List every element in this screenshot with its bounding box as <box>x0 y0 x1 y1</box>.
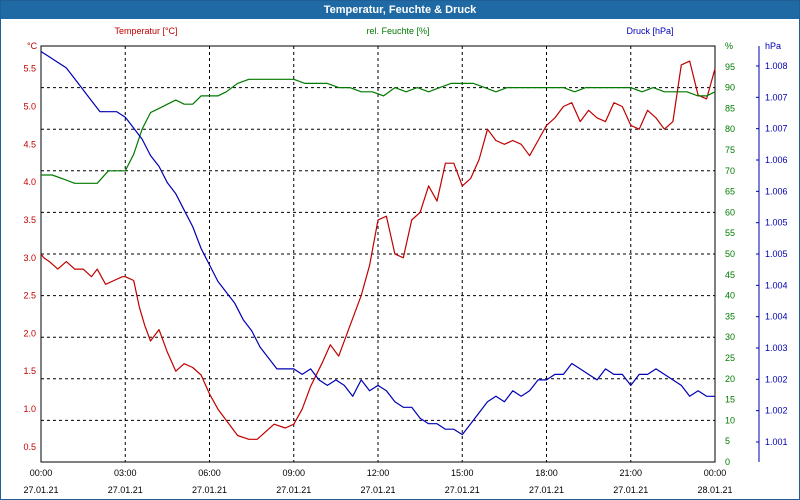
x-tick-label-date: 27.01.21 <box>276 485 311 495</box>
x-tick-label-time: 12:00 <box>367 468 390 478</box>
humidity-tick-label: 80 <box>725 124 735 134</box>
humidity-series-line <box>41 78 716 184</box>
humidity-tick-label: 30 <box>725 332 735 342</box>
humidity-tick-label: 50 <box>725 249 735 259</box>
temperature-tick-label: 4.5 <box>23 139 36 149</box>
temperature-tick-label: 4.0 <box>23 177 36 187</box>
x-tick-label-date: 27.01.21 <box>445 485 480 495</box>
humidity-tick-label: 70 <box>725 166 735 176</box>
humidity-tick-label: 10 <box>725 415 735 425</box>
temperature-tick-label: 1.5 <box>23 366 36 376</box>
temperature-tick-label: 5.0 <box>23 102 36 112</box>
pressure-tick-label: 1.001 <box>765 437 788 447</box>
x-tick-label-time: 00:00 <box>704 468 727 478</box>
temperature-tick-label: 3.5 <box>23 215 36 225</box>
humidity-tick-label: 60 <box>725 207 735 217</box>
x-tick-label-time: 00:00 <box>30 468 53 478</box>
pressure-tick-label: 1.006 <box>765 186 788 196</box>
humidity-tick-label: 75 <box>725 145 735 155</box>
x-tick-label-time: 09:00 <box>282 468 305 478</box>
pressure-tick-label: 1.002 <box>765 406 788 416</box>
humidity-tick-label: 55 <box>725 228 735 238</box>
humidity-tick-label: 5 <box>725 436 730 446</box>
pressure-tick-label: 1.004 <box>765 280 788 290</box>
x-tick-label-date: 27.01.21 <box>360 485 395 495</box>
humidity-tick-label: 40 <box>725 291 735 301</box>
humidity-series-label: rel. Feuchte [%] <box>366 26 429 36</box>
temperature-tick-label: 5.5 <box>23 64 36 74</box>
pressure-unit-label: hPa <box>765 41 781 51</box>
humidity-tick-label: 65 <box>725 187 735 197</box>
pressure-tick-label: 1.005 <box>765 218 788 228</box>
x-tick-label-time: 15:00 <box>451 468 474 478</box>
humidity-tick-label: 20 <box>725 374 735 384</box>
pressure-tick-label: 1.007 <box>765 92 788 102</box>
pressure-tick-label: 1.003 <box>765 343 788 353</box>
pressure-tick-label: 1.007 <box>765 124 788 134</box>
x-tick-label-date: 28.01.21 <box>697 485 732 495</box>
humidity-tick-label: 95 <box>725 62 735 72</box>
x-tick-label-date: 27.01.21 <box>23 485 58 495</box>
humidity-tick-label: 85 <box>725 103 735 113</box>
humidity-tick-label: 15 <box>725 395 735 405</box>
x-tick-label-date: 27.01.21 <box>613 485 648 495</box>
chart-title: Temperatur, Feuchte & Druck <box>1 1 799 19</box>
chart-svg: 00:00 27.01.21 03:00 27.01.21 06:00 27.01.21 0… <box>23 26 788 495</box>
pressure-series-line <box>40 50 715 436</box>
x-tick-label-date: 27.01.21 <box>529 485 564 495</box>
temperature-tick-label: 2.5 <box>23 291 36 301</box>
pressure-tick-label: 1.002 <box>765 374 788 384</box>
temperature-unit-label: °C <box>27 41 38 51</box>
humidity-tick-label: 45 <box>725 270 735 280</box>
x-tick-label-date: 27.01.21 <box>108 485 143 495</box>
temperature-tick-label: 3.0 <box>23 253 36 263</box>
humidity-tick-label: 90 <box>725 83 735 93</box>
temperature-tick-label: 0.5 <box>23 442 36 452</box>
pressure-tick-label: 1.006 <box>765 155 788 165</box>
x-tick-label-time: 03:00 <box>114 468 137 478</box>
humidity-tick-label: 25 <box>725 353 735 363</box>
temperature-series-line <box>40 60 716 440</box>
humidity-tick-label: 35 <box>725 311 735 321</box>
x-tick-label-time: 21:00 <box>619 468 642 478</box>
temperature-tick-label: 1.0 <box>23 404 36 414</box>
pressure-tick-label: 1.004 <box>765 312 788 322</box>
pressure-tick-label: 1.008 <box>765 61 788 71</box>
temperature-series-label: Temperatur [°C] <box>114 26 177 36</box>
pressure-tick-label: 1.005 <box>765 249 788 259</box>
pressure-series-label: Druck [hPa] <box>626 26 673 36</box>
temperature-tick-label: 2.0 <box>23 328 36 338</box>
humidity-tick-label: 0 <box>725 457 730 467</box>
x-tick-label-date: 27.01.21 <box>192 485 227 495</box>
x-tick-label-time: 18:00 <box>535 468 558 478</box>
humidity-tick-label: % <box>725 41 733 51</box>
x-tick-label-time: 06:00 <box>198 468 221 478</box>
